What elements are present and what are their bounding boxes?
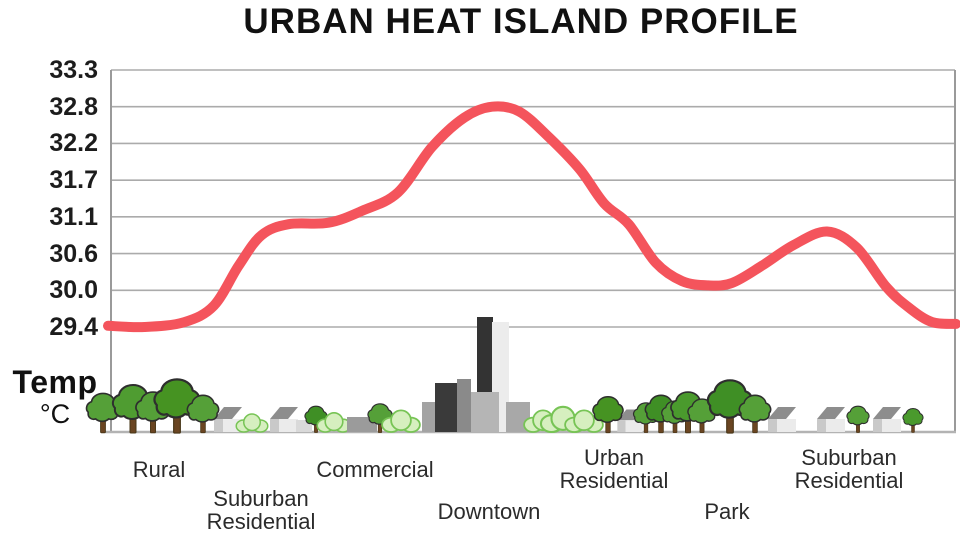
y-tick-label: 29.4 [49, 312, 98, 341]
temperature-curve [103, 101, 960, 333]
x-category-label: Suburban Residential [206, 486, 316, 534]
y-tick-label: 30.6 [49, 239, 98, 268]
commercial-buildings-illustration [347, 403, 421, 434]
x-category-label: Downtown [437, 499, 541, 524]
y-tick-label: 32.8 [49, 92, 98, 121]
y-axis-unit-label: Temp °C [4, 366, 106, 430]
rural-trees-illustration [85, 378, 220, 435]
y-tick-label: 30.0 [49, 276, 98, 305]
x-category-label: Park [704, 499, 750, 524]
y-tick-label: 32.2 [49, 129, 98, 158]
x-category-label: Commercial [316, 457, 434, 482]
y-tick-label: 31.1 [49, 202, 98, 231]
park-trees-illustration [632, 379, 772, 435]
chart-title: URBAN HEAT ISLAND PROFILE [243, 2, 799, 41]
temp-label-text: Temp [12, 364, 98, 400]
x-category-label: Urban Residential [559, 445, 669, 493]
x-category-label: Suburban Residential [794, 445, 904, 493]
gridlines [111, 69, 955, 328]
x-category-label: Rural [132, 457, 186, 482]
celsius-label-text: °C [39, 399, 71, 429]
y-tick-label: 31.7 [49, 166, 98, 195]
suburban-right-illustration [768, 405, 924, 434]
downtown-skyscrapers-illustration [422, 317, 530, 432]
urban-residential-illustration [523, 396, 643, 434]
y-tick-label: 33.3 [49, 56, 98, 84]
